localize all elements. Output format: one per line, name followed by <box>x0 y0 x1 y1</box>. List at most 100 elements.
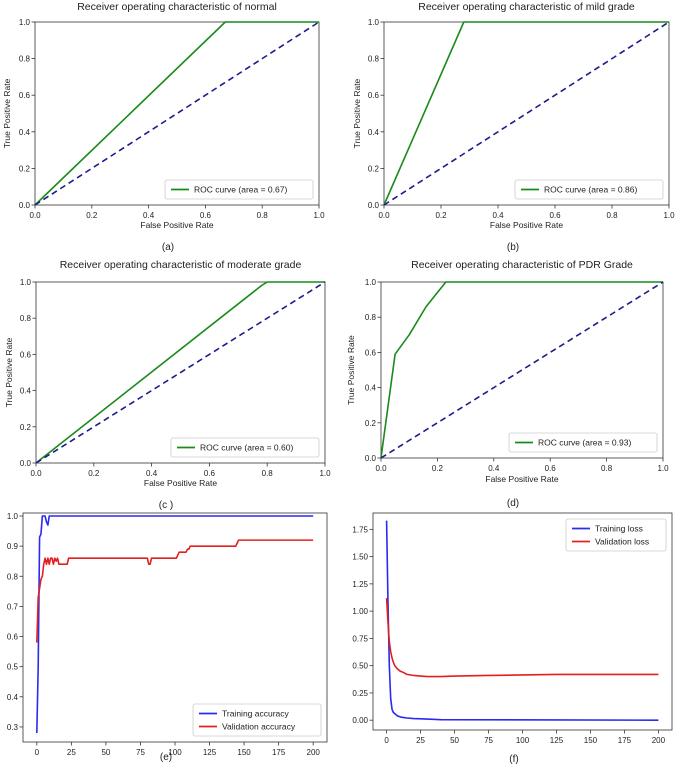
y-tick-label: 0.0 <box>365 454 377 463</box>
y-tick-label: 1.00 <box>352 607 368 616</box>
series-line-1 <box>383 21 669 206</box>
legend: Training loss Validation loss <box>565 518 667 552</box>
x-tick-label: 125 <box>203 748 217 757</box>
y-tick-label: 0.3 <box>7 723 19 732</box>
legend-label: ROC curve (area = 0.60) <box>200 443 293 453</box>
x-tick-label: 0.8 <box>606 211 618 220</box>
y-tick-label: 1.25 <box>352 580 368 589</box>
y-tick-label: 1.75 <box>352 525 368 534</box>
x-tick-label: 0.2 <box>435 211 447 220</box>
x-tick-label: 0.0 <box>30 469 42 478</box>
legend: ROC curve (area = 0.93) <box>508 432 658 453</box>
series-line-1 <box>380 281 663 459</box>
x-tick-label: 125 <box>550 736 564 745</box>
x-tick-label: 0.4 <box>492 211 504 220</box>
x-axis-label: False Positive Rate <box>144 478 217 488</box>
panel-caption: (b) <box>507 242 519 253</box>
x-tick-label: 0.2 <box>432 464 444 473</box>
legend-label: Training accuracy <box>222 709 290 719</box>
x-axis-label: False Positive Rate <box>485 474 558 484</box>
y-tick-label: 0.4 <box>20 387 32 396</box>
x-tick-label: 1.0 <box>319 469 331 478</box>
chart-title: Receiver operating characteristic of PDR… <box>411 259 633 271</box>
series-line-1 <box>35 281 325 464</box>
x-tick-label: 150 <box>584 736 598 745</box>
y-tick-label: 0.0 <box>368 201 380 210</box>
x-tick-label: 0.6 <box>549 211 561 220</box>
legend-label: Training loss <box>595 524 643 534</box>
series-line-chance <box>35 281 326 464</box>
series-line-1 <box>36 515 314 733</box>
y-tick-label: 0.6 <box>20 350 32 359</box>
legend-box <box>170 437 320 458</box>
series-line-1 <box>34 21 319 206</box>
y-tick-label: 1.0 <box>368 18 380 27</box>
x-tick-label: 0.0 <box>29 211 41 220</box>
plot-frame <box>35 281 326 464</box>
y-tick-label: 0.0 <box>20 459 32 468</box>
panel-caption: (a) <box>162 242 174 253</box>
y-axis-label: True Positive Rate <box>2 78 12 148</box>
panel-caption: (e) <box>160 752 172 763</box>
y-tick-label: 0.6 <box>365 348 377 357</box>
plot-frame <box>34 21 320 206</box>
y-tick-label: 0.75 <box>352 634 368 643</box>
x-tick-label: 1.0 <box>657 464 669 473</box>
y-tick-label: 1.50 <box>352 553 368 562</box>
y-tick-label: 0.5 <box>7 663 19 672</box>
legend-label: Validation accuracy <box>222 722 296 732</box>
y-tick-label: 0.00 <box>352 716 368 725</box>
y-tick-label: 0.4 <box>365 384 377 393</box>
y-tick-label: 1.0 <box>20 278 32 287</box>
chart-panel-4: 0.0 0.2 0.4 0.6 0.8 1.0 0.0 0.2 0.4 0.6 0.8 1.0 Rece… <box>346 259 669 509</box>
series-line-chance <box>380 281 664 459</box>
x-tick-label: 0.8 <box>601 464 613 473</box>
y-axis-label: True Positive Rate <box>4 337 14 407</box>
chart-panel-5: 0 25 50 75 100 125 150 175 200 0.3 0.4 0.5 0.6 0.7 0.8… <box>7 512 328 763</box>
y-tick-label: 0.4 <box>19 128 31 137</box>
x-tick-label: 0.0 <box>378 211 390 220</box>
legend-label: Validation loss <box>595 537 649 547</box>
y-tick-label: 0.4 <box>368 128 380 137</box>
x-tick-label: 25 <box>416 736 425 745</box>
legend-box <box>565 518 667 552</box>
y-tick-label: 1.0 <box>7 512 19 521</box>
y-tick-label: 0.4 <box>7 693 19 702</box>
x-tick-label: 175 <box>618 736 632 745</box>
x-tick-label: 0 <box>384 736 389 745</box>
y-tick-label: 1.0 <box>19 18 31 27</box>
x-tick-label: 1.0 <box>313 211 325 220</box>
x-tick-label: 25 <box>67 748 76 757</box>
chart-title: Receiver operating characteristic of mod… <box>60 259 302 271</box>
y-tick-label: 0.7 <box>7 602 19 611</box>
y-tick-label: 1.0 <box>365 278 377 287</box>
y-tick-label: 0.50 <box>352 662 368 671</box>
y-tick-label: 0.8 <box>365 313 377 322</box>
y-tick-label: 0.6 <box>7 633 19 642</box>
y-tick-label: 0.2 <box>20 423 32 432</box>
y-tick-label: 0.8 <box>20 314 32 323</box>
series-line-chance <box>383 21 670 206</box>
x-tick-label: 200 <box>307 748 321 757</box>
chart-panel-1: 0.0 0.2 0.4 0.6 0.8 1.0 0.0 0.2 0.4 0.6 0.8 1.0 Rece… <box>2 1 325 253</box>
y-tick-label: 0.8 <box>7 572 19 581</box>
y-tick-label: 0.2 <box>365 419 377 428</box>
legend: Training accuracy Validation accuracy <box>192 703 322 737</box>
x-axis-label: False Positive Rate <box>140 220 213 230</box>
chart-title: Receiver operating characteristic of mil… <box>418 1 635 13</box>
x-tick-label: 0.2 <box>88 469 100 478</box>
x-tick-label: 0 <box>35 748 40 757</box>
chart-panel-3: 0.0 0.2 0.4 0.6 0.8 1.0 0.0 0.2 0.4 0.6 0.8 1.0 Rece… <box>4 259 331 511</box>
y-tick-label: 0.9 <box>7 542 19 551</box>
legend: ROC curve (area = 0.60) <box>170 437 320 458</box>
legend-label: ROC curve (area = 0.67) <box>194 185 287 195</box>
panel-caption: (d) <box>507 498 519 509</box>
y-axis-label: True Positive Rate <box>346 335 356 405</box>
x-tick-label: 150 <box>237 748 251 757</box>
legend-label: ROC curve (area = 0.93) <box>538 438 631 448</box>
y-tick-label: 0.25 <box>352 689 368 698</box>
x-tick-label: 0.4 <box>146 469 158 478</box>
legend-box <box>192 703 322 737</box>
legend: ROC curve (area = 0.86) <box>514 179 664 200</box>
